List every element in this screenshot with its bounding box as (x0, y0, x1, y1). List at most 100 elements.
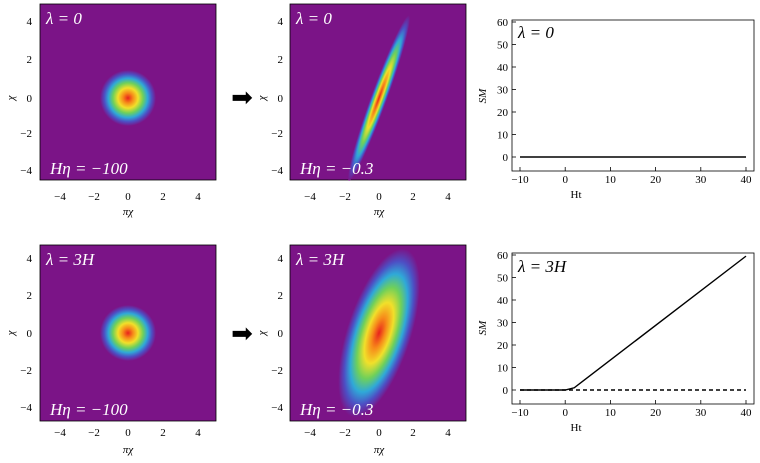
time-label: Hη = −0.3 (299, 159, 373, 178)
arrow-icon: ➡ (231, 319, 253, 348)
lambda-label: λ = 0 (45, 9, 82, 28)
svg-text:0: 0 (125, 427, 131, 439)
svg-text:0: 0 (125, 191, 131, 203)
svg-text:4: 4 (27, 253, 33, 265)
svg-text:−2: −2 (20, 128, 32, 140)
x-axis-label: πχ (374, 444, 386, 456)
x-tick-label: 10 (605, 174, 617, 186)
y-axis-label: SM (477, 88, 489, 104)
x-tick-label: 0 (562, 407, 568, 419)
y-tick-label: 50 (497, 273, 509, 285)
svg-text:2: 2 (160, 191, 166, 203)
y-tick-label: 0 (503, 385, 509, 397)
x-axis-label: πχ (374, 206, 386, 218)
x-tick-label: −10 (511, 407, 529, 419)
y-tick-label: 60 (497, 250, 509, 262)
svg-text:0: 0 (376, 191, 382, 203)
gaussian-blob (100, 305, 156, 361)
y-tick-label: 0 (503, 152, 509, 164)
x-tick-label: 10 (605, 407, 617, 419)
svg-text:−4: −4 (304, 191, 316, 203)
arrow-icon: ➡ (231, 83, 253, 112)
svg-text:−2: −2 (88, 427, 100, 439)
y-tick-label: 50 (497, 40, 509, 52)
y-tick-label: 30 (497, 85, 509, 97)
x-tick-label: 20 (650, 174, 662, 186)
y-tick-label: 30 (497, 318, 509, 330)
lambda-label: λ = 3H (45, 250, 96, 269)
x-tick-label: 20 (650, 407, 662, 419)
y-axis-label: χ (5, 94, 17, 101)
y-axis-label: SM (477, 320, 489, 336)
x-axis-label: Ht (571, 189, 582, 201)
svg-text:0: 0 (27, 328, 33, 340)
svg-text:4: 4 (278, 16, 284, 28)
svg-text:0: 0 (27, 93, 33, 105)
x-tick-label: 40 (741, 407, 753, 419)
svg-text:−2: −2 (271, 365, 283, 377)
svg-text:4: 4 (195, 191, 201, 203)
svg-text:4: 4 (27, 16, 33, 28)
phase-panel-row2-initial: λ = 3H Hη = −100 4 2 0 −2 −4 −4 −2 0 2 4… (5, 244, 217, 456)
x-axis-label: πχ (123, 206, 135, 218)
svg-text:−2: −2 (88, 191, 100, 203)
y-tick-label: 40 (497, 62, 509, 74)
y-tick-label: 60 (497, 17, 509, 29)
y-tick-label: 10 (497, 363, 509, 375)
svg-text:2: 2 (410, 427, 416, 439)
svg-text:−4: −4 (20, 165, 32, 177)
svg-text:−2: −2 (271, 128, 283, 140)
svg-text:4: 4 (445, 427, 451, 439)
svg-text:4: 4 (278, 253, 284, 265)
svg-text:0: 0 (376, 427, 382, 439)
time-label: Hη = −0.3 (299, 400, 373, 419)
squeezed-ellipse (338, 248, 420, 418)
lambda-label: λ = 0 (295, 9, 332, 28)
svg-text:0: 0 (278, 93, 284, 105)
x-tick-label: 30 (695, 174, 707, 186)
svg-text:2: 2 (27, 54, 33, 66)
svg-text:−4: −4 (54, 191, 66, 203)
svg-text:2: 2 (278, 54, 284, 66)
svg-text:−4: −4 (20, 402, 32, 414)
svg-text:−2: −2 (20, 365, 32, 377)
y-tick-label: 20 (497, 340, 509, 352)
x-tick-label: −10 (511, 174, 529, 186)
phase-panel-row2-final: λ = 3H Hη = −0.3 4 2 0 −2 −4 −4 −2 0 2 4… (256, 244, 467, 456)
x-axis-label: Ht (571, 422, 582, 434)
svg-text:−2: −2 (339, 191, 351, 203)
chart-title: λ = 3H (517, 257, 568, 276)
squeezed-ellipse (347, 15, 411, 181)
gaussian-blob (100, 70, 156, 126)
svg-text:−4: −4 (271, 165, 283, 177)
y-tick-label: 20 (497, 107, 509, 119)
y-axis-label: χ (256, 94, 268, 101)
svg-text:4: 4 (445, 191, 451, 203)
phase-panel-row1-initial: λ = 0 Hη = −100 4 2 0 −2 −4 −4 −2 0 2 4 … (5, 3, 217, 218)
y-axis-label: χ (256, 329, 268, 336)
svg-text:−4: −4 (304, 427, 316, 439)
y-tick-label: 40 (497, 295, 509, 307)
x-axis-label: πχ (123, 444, 135, 456)
svg-text:−4: −4 (271, 402, 283, 414)
x-tick-label: 30 (695, 407, 707, 419)
time-label: Hη = −100 (49, 400, 128, 419)
svg-text:−2: −2 (339, 427, 351, 439)
y-axis-label: χ (5, 329, 17, 336)
lambda-label: λ = 3H (295, 250, 346, 269)
svg-text:2: 2 (27, 290, 33, 302)
svg-text:2: 2 (278, 290, 284, 302)
svg-text:0: 0 (278, 328, 284, 340)
svg-text:2: 2 (410, 191, 416, 203)
y-tick-label: 10 (497, 130, 509, 142)
chart-title: λ = 0 (517, 23, 554, 42)
phase-panel-row1-final: λ = 0 Hη = −0.3 4 2 0 −2 −4 −4 −2 0 2 4 … (256, 3, 467, 218)
x-tick-label: 40 (741, 174, 753, 186)
time-label: Hη = −100 (49, 159, 128, 178)
svg-text:−4: −4 (54, 427, 66, 439)
x-tick-label: 0 (562, 174, 568, 186)
svg-text:2: 2 (160, 427, 166, 439)
